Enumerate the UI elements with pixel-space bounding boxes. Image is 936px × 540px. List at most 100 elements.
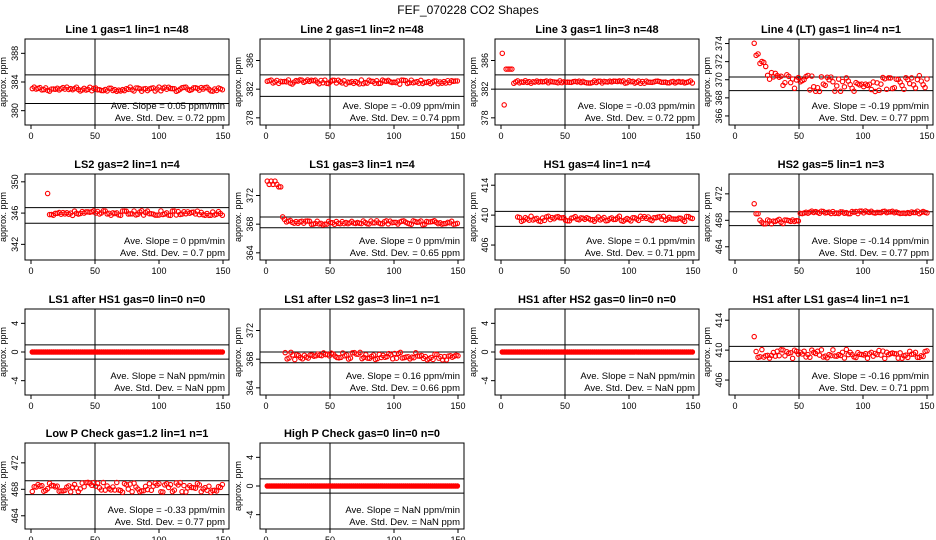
data-point xyxy=(853,354,859,361)
plot-frame xyxy=(24,173,230,261)
data-point xyxy=(905,354,911,361)
data-point xyxy=(29,488,36,495)
std-dev-annotation: Ave. Std. Dev. = 0.72 ppm xyxy=(585,113,695,124)
x-tick-label: 50 xyxy=(90,266,100,276)
data-point xyxy=(67,489,74,495)
data-point xyxy=(501,102,507,108)
x-tick-label: 0 xyxy=(498,131,503,141)
y-axis-label: approx. ppm xyxy=(233,461,243,511)
plot-frame xyxy=(494,173,700,261)
y-tick-label: 0 xyxy=(245,483,255,488)
data-point xyxy=(562,79,569,85)
panel-title: Line 1 gas=1 lin=1 n=48 xyxy=(65,24,188,36)
data-point xyxy=(895,355,901,361)
y-tick-label: 388 xyxy=(10,46,20,61)
data-point xyxy=(121,208,128,214)
x-tick-label: 150 xyxy=(919,131,934,141)
data-point xyxy=(658,79,665,86)
slope-annotation: Ave. Slope = -0.19 ppm/min xyxy=(812,101,929,112)
data-point xyxy=(117,212,124,219)
data-point xyxy=(908,75,915,81)
x-tick-label: 0 xyxy=(28,535,33,540)
chart-panel: Line 1 gas=1 lin=1 n=48 0 50 100 150 380 384 38… xyxy=(0,24,231,141)
y-tick-label: 386 xyxy=(245,53,255,68)
data-point xyxy=(841,355,848,361)
data-point xyxy=(454,483,461,489)
data-point xyxy=(276,184,282,190)
y-tick-label: 468 xyxy=(714,213,724,228)
y-tick-label: 374 xyxy=(714,36,724,51)
std-dev-annotation: Ave. Std. Dev. = 0.7 ppm xyxy=(120,248,225,259)
chart-panel: LS1 after LS2 gas=3 lin=1 n=1 0 50 100 150 36… xyxy=(233,294,466,411)
slope-annotation: Ave. Slope = -0.33 ppm/min xyxy=(108,505,225,516)
y-tick-label: 342 xyxy=(10,237,20,252)
data-point xyxy=(292,356,298,363)
x-tick-label: 150 xyxy=(685,266,700,276)
x-tick-label: 150 xyxy=(685,401,700,411)
data-point xyxy=(181,482,187,489)
x-tick-label: 0 xyxy=(263,266,268,276)
y-tick-label: 0 xyxy=(480,349,490,354)
panel-title: Line 3 gas=1 lin=3 n=48 xyxy=(535,24,658,36)
data-point xyxy=(839,78,846,85)
y-axis-label: approx. ppm xyxy=(702,192,712,242)
panel-title: Low P Check gas=1.2 lin=1 n=1 xyxy=(46,428,209,440)
data-point xyxy=(509,66,515,72)
data-point xyxy=(167,85,174,92)
data-point xyxy=(127,211,133,217)
data-point xyxy=(160,489,166,495)
data-point xyxy=(322,221,328,227)
chart-panel: Line 2 gas=1 lin=2 n=48 0 50 100 150 378 382 38… xyxy=(233,24,466,141)
data-point xyxy=(801,348,807,354)
x-tick-label: 100 xyxy=(621,401,636,411)
data-point xyxy=(100,208,107,214)
x-tick-label: 150 xyxy=(450,131,465,141)
y-axis-label: approx. ppm xyxy=(233,57,243,107)
x-tick-label: 0 xyxy=(498,401,503,411)
x-tick-label: 0 xyxy=(28,131,33,141)
data-point xyxy=(876,87,882,94)
data-point xyxy=(206,483,212,490)
y-axis-label: approx. ppm xyxy=(233,192,243,242)
x-tick-label: 50 xyxy=(560,266,570,276)
y-axis-label: approx. ppm xyxy=(233,327,243,377)
y-tick-label: 4 xyxy=(10,321,20,326)
x-tick-label: 100 xyxy=(386,266,401,276)
y-tick-label: 4 xyxy=(480,321,490,326)
data-point xyxy=(834,83,840,89)
slope-annotation: Ave. Slope = -0.14 ppm/min xyxy=(812,236,929,247)
plot-frame xyxy=(259,38,465,126)
data-point xyxy=(125,211,132,217)
data-point xyxy=(645,79,651,85)
data-point xyxy=(795,74,802,81)
data-point xyxy=(219,86,226,93)
data-point xyxy=(169,85,176,92)
data-point xyxy=(219,481,226,488)
std-dev-annotation: Ave. Std. Dev. = 0.66 ppm xyxy=(350,383,460,394)
std-dev-annotation: Ave. Std. Dev. = 0.72 ppm xyxy=(115,113,225,124)
x-tick-label: 50 xyxy=(794,401,804,411)
slope-annotation: Ave. Slope = 0.16 ppm/min xyxy=(346,371,460,382)
x-tick-label: 0 xyxy=(498,266,503,276)
y-tick-label: 378 xyxy=(480,110,490,125)
y-tick-label: 346 xyxy=(10,206,20,221)
y-tick-label: 384 xyxy=(10,74,20,89)
x-tick-label: 0 xyxy=(28,401,33,411)
data-point xyxy=(119,489,126,495)
data-point xyxy=(499,50,506,57)
panel-title: HS1 after LS1 gas=4 lin=1 n=1 xyxy=(753,294,910,306)
x-tick-label: 150 xyxy=(919,401,934,411)
data-point xyxy=(616,213,623,220)
data-point xyxy=(759,346,765,353)
data-point xyxy=(787,350,794,356)
data-point xyxy=(397,349,404,356)
data-point xyxy=(751,201,757,207)
y-axis-label: approx. ppm xyxy=(0,192,8,242)
y-tick-label: 468 xyxy=(10,482,20,497)
x-tick-label: 100 xyxy=(386,131,401,141)
slope-annotation: Ave. Slope = NaN ppm/min xyxy=(110,371,225,382)
data-point xyxy=(882,355,888,362)
data-point xyxy=(912,85,919,91)
y-tick-label: 0 xyxy=(10,349,20,354)
y-tick-label: 410 xyxy=(480,208,490,223)
